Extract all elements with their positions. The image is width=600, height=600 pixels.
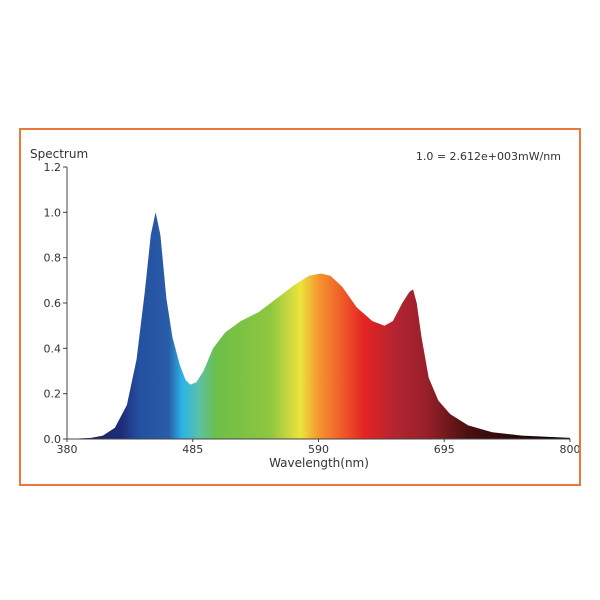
y-tick-label: 1.0 <box>44 206 62 219</box>
x-tick-label: 800 <box>560 443 580 456</box>
y-tick-label: 0.4 <box>44 342 62 355</box>
y-tick-label: 0.0 <box>44 433 62 446</box>
spectrum-chart: Spectrum 1.0 = 2.612e+003mW/nm Wavelengt… <box>30 147 580 470</box>
x-tick-label: 485 <box>182 443 203 456</box>
x-tick-label: 590 <box>308 443 329 456</box>
unit-annotation: 1.0 = 2.612e+003mW/nm <box>416 150 561 163</box>
y-tick-label: 0.8 <box>44 252 62 265</box>
x-tick-label: 695 <box>434 443 455 456</box>
x-axis-label: Wavelength(nm) <box>269 456 369 470</box>
y-tick-label: 1.2 <box>44 161 62 174</box>
y-tick-label: 0.6 <box>44 297 62 310</box>
chart-frame: Spectrum 1.0 = 2.612e+003mW/nm Wavelengt… <box>19 128 581 486</box>
spectrum-area <box>67 212 570 439</box>
y-tick-label: 0.2 <box>44 388 62 401</box>
y-axis-label: Spectrum <box>30 147 88 161</box>
x-tick-label: 380 <box>57 443 78 456</box>
